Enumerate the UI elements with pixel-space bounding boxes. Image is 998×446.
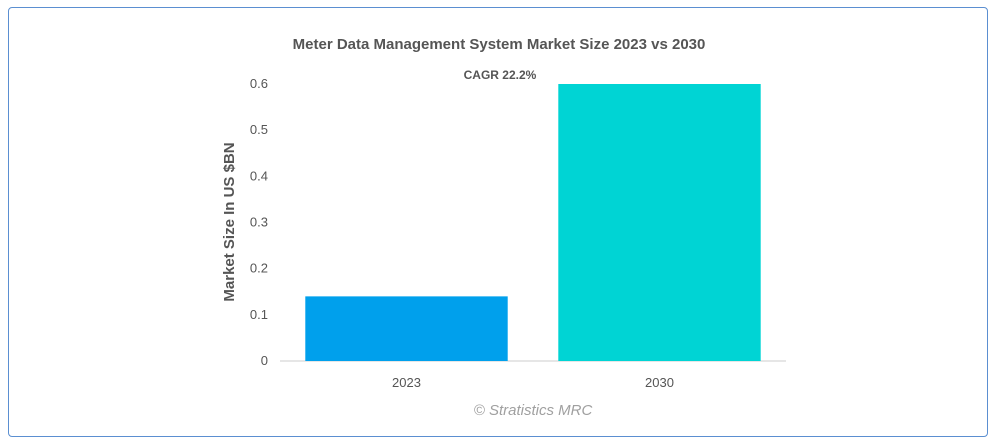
x-tick-label: 2030 bbox=[645, 375, 674, 390]
bar-2030[interactable] bbox=[558, 84, 761, 361]
y-tick-label: 0.1 bbox=[250, 307, 268, 322]
y-tick-label: 0.4 bbox=[250, 168, 268, 183]
y-axis: 0 0.1 0.2 0.3 0.4 0.5 0.6 bbox=[250, 76, 268, 368]
cagr-annotation: CAGR 22.2% bbox=[464, 68, 537, 82]
x-tick-label: 2023 bbox=[392, 375, 421, 390]
y-tick-label: 0.6 bbox=[250, 76, 268, 91]
bars-group bbox=[305, 84, 761, 361]
y-tick-label: 0.2 bbox=[250, 261, 268, 276]
chart-title: Meter Data Management System Market Size… bbox=[293, 36, 706, 53]
y-tick-label: 0 bbox=[261, 353, 268, 368]
bar-2023[interactable] bbox=[305, 296, 508, 361]
y-tick-label: 0.3 bbox=[250, 215, 268, 230]
watermark: © Stratistics MRC bbox=[474, 402, 593, 419]
chart-frame bbox=[8, 7, 988, 437]
y-axis-label: Market Size In US $BN bbox=[221, 142, 238, 301]
y-tick-label: 0.5 bbox=[250, 122, 268, 137]
x-axis-ticks: 2023 2030 bbox=[392, 375, 674, 390]
